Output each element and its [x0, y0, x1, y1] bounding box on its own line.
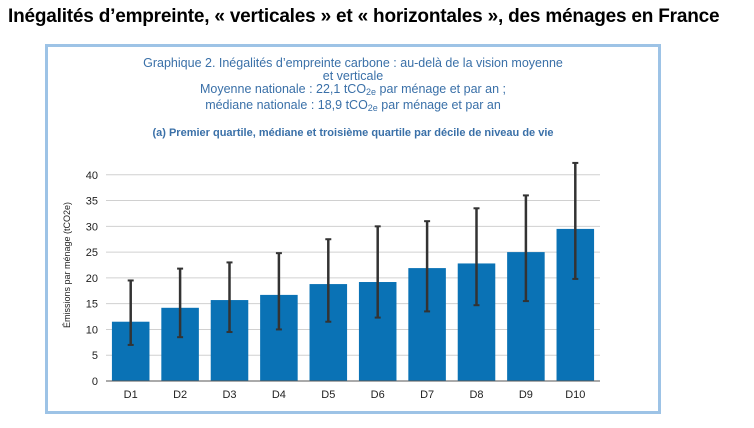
bar-chart: 0 5 10 15 20 25 30 35 40 Émissions par ménage (tC… — [62, 149, 600, 401]
chart-frame: Graphique 2. Inégalités d’empreinte carb… — [45, 44, 661, 414]
y-tick-label: 0 — [92, 376, 98, 388]
x-tick-label: D5 — [321, 389, 335, 401]
x-tick-label: D4 — [272, 389, 286, 401]
y-tick-label: 40 — [86, 170, 98, 182]
x-tick-label: D3 — [222, 389, 236, 401]
page-heading: Inégalités d’empreinte, « verticales » e… — [8, 6, 720, 27]
x-tick-label: D1 — [124, 389, 138, 401]
error-bars — [127, 161, 579, 346]
x-tick-label: D2 — [173, 389, 187, 401]
x-tick-label: D8 — [469, 389, 483, 401]
chart-title-line-2: et verticale — [322, 69, 384, 83]
x-tick-label: D10 — [565, 389, 585, 401]
chart-subtitle: (a) Premier quartile, médiane et troisiè… — [152, 127, 554, 139]
x-tick-label: D6 — [371, 389, 385, 401]
y-axis-title: Émissions par ménage (tCO2e) — [62, 202, 72, 328]
y-tick-label: 5 — [92, 350, 98, 362]
mean-note: Moyenne nationale : 22,1 tCO2e par ménag… — [199, 82, 507, 98]
y-tick-label: 20 — [86, 273, 98, 285]
y-tick-label: 25 — [86, 247, 98, 259]
median-note: médiane nationale : 18,9 tCO2e par ménag… — [205, 98, 501, 114]
axes: 0 5 10 15 20 25 30 35 40 Émissions par ménage (tC… — [62, 170, 600, 401]
chart-title-line-1: Graphique 2. Inégalités d’empreinte carb… — [143, 56, 563, 70]
chart-header: Graphique 2. Inégalités d’empreinte carb… — [48, 57, 658, 115]
y-tick-label: 30 — [86, 221, 98, 233]
y-tick-label: 10 — [86, 324, 98, 336]
x-tick-label: D9 — [519, 389, 533, 401]
y-tick-label: 35 — [86, 196, 98, 208]
y-tick-label: 15 — [86, 299, 98, 311]
x-tick-label: D7 — [420, 389, 434, 401]
